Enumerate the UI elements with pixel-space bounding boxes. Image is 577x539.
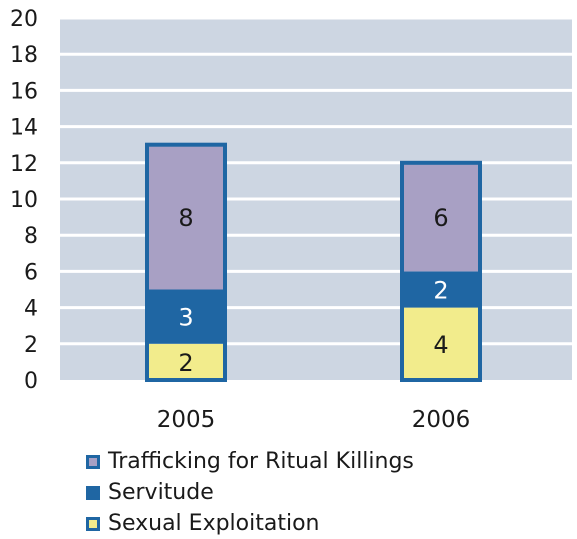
data-label: 2 (433, 277, 448, 305)
data-label: 3 (178, 304, 193, 332)
data-labels: 2 3 8 4 2 6 (178, 204, 448, 377)
data-label: 6 (433, 204, 448, 232)
bar-segment-2005-sexual-exploitation (147, 343, 225, 380)
legend: Trafficking for Ritual Killings Servitud… (86, 446, 414, 539)
y-tick-label: 20 (10, 7, 38, 32)
bars (145, 142, 482, 382)
bar-segment-2006-servitude (402, 271, 480, 308)
bar-segment-2006-trafficking-for-ritual-killings (402, 162, 480, 272)
y-tick-label: 8 (24, 224, 38, 249)
data-label: 4 (433, 331, 448, 359)
y-tick-label: 2 (24, 333, 38, 358)
legend-swatch-servitude (86, 485, 100, 500)
y-tick-label: 16 (10, 79, 38, 104)
y-axis-ticks: 0 2 4 6 8 10 12 14 16 18 20 (10, 7, 38, 394)
legend-label-ritual-killings: Trafficking for Ritual Killings (108, 449, 414, 474)
legend-swatch-sexual-exploitation (86, 516, 100, 531)
bar-segment-2005-servitude (147, 289, 225, 344)
legend-item-ritual-killings: Trafficking for Ritual Killings (86, 446, 414, 477)
y-tick-label: 18 (10, 43, 38, 68)
y-tick-label: 6 (24, 260, 38, 285)
bar-segment-2005-trafficking-for-ritual-killings (147, 144, 225, 290)
data-label: 2 (178, 349, 193, 377)
legend-label-servitude: Servitude (108, 480, 214, 505)
y-tick-label: 4 (24, 297, 38, 322)
bar-outline-2006 (400, 160, 482, 382)
y-tick-label: 0 (24, 369, 38, 394)
y-tick-label: 10 (10, 188, 38, 213)
bar-outline-2005 (145, 142, 227, 382)
x-axis-ticks: 2005 2006 (157, 407, 471, 433)
data-label: 8 (178, 204, 193, 232)
legend-label-sexual-exploitation: Sexual Exploitation (108, 511, 320, 536)
y-tick-label: 12 (10, 152, 38, 177)
legend-item-servitude: Servitude (86, 477, 414, 508)
x-tick-label: 2006 (412, 407, 471, 433)
x-tick-label: 2005 (157, 407, 216, 433)
bar-segment-2006-sexual-exploitation (402, 307, 480, 380)
y-tick-label: 14 (10, 116, 38, 141)
legend-item-sexual-exploitation: Sexual Exploitation (86, 508, 414, 539)
legend-swatch-ritual-killings (86, 454, 100, 469)
